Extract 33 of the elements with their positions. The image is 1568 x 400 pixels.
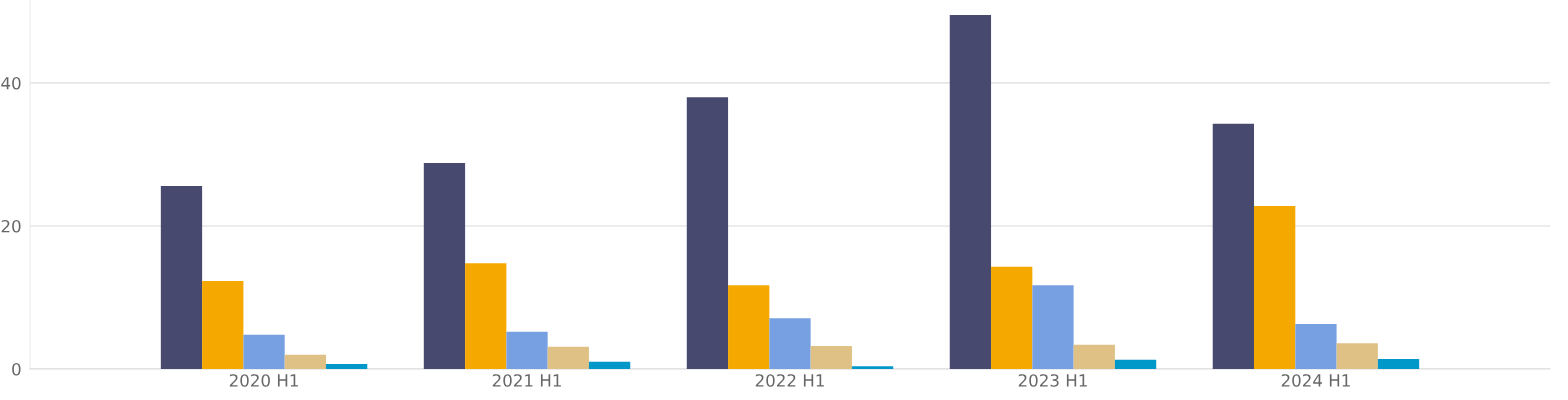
bar — [423, 163, 466, 369]
bar — [769, 318, 811, 369]
bar — [686, 97, 729, 369]
bar — [728, 285, 770, 369]
x-tick-label: 2021 H1 — [492, 374, 561, 387]
bar — [506, 331, 548, 369]
bar — [949, 15, 992, 369]
bar — [991, 266, 1033, 369]
bar — [851, 366, 894, 369]
bar — [1295, 323, 1337, 369]
y-tick-label: 0 — [12, 362, 21, 376]
bar — [202, 281, 244, 369]
x-tick-label: 2023 H1 — [1018, 374, 1087, 387]
bar — [1032, 285, 1074, 369]
y-tick-label: 20 — [1, 219, 21, 233]
bar — [1336, 343, 1378, 369]
bar — [1073, 344, 1115, 369]
bar — [243, 334, 285, 369]
bar — [160, 185, 203, 369]
x-tick-label: 2022 H1 — [755, 374, 824, 387]
y-tick-label: 40 — [1, 76, 21, 90]
bar — [325, 363, 368, 369]
bar — [284, 354, 326, 369]
bar — [1254, 205, 1296, 369]
x-tick-label: 2024 H1 — [1281, 374, 1350, 387]
bar — [465, 263, 507, 369]
bar — [1212, 123, 1255, 369]
bar — [810, 346, 852, 369]
x-tick-label: 2020 H1 — [229, 374, 298, 387]
bar — [1377, 358, 1420, 369]
bar — [547, 346, 589, 369]
bar — [1114, 359, 1157, 369]
bar — [588, 361, 631, 369]
